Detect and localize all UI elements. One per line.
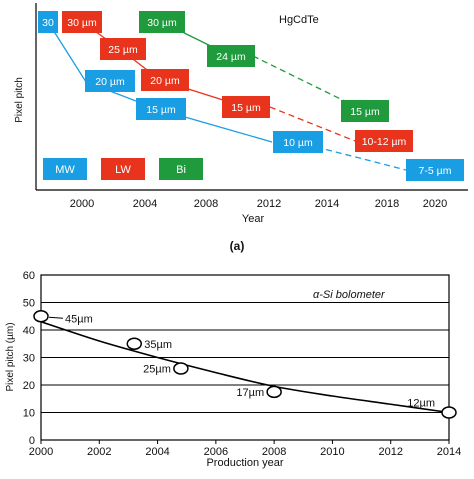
- chart-b-gridlines: [41, 302, 449, 413]
- y-tick-label: 50: [23, 298, 35, 310]
- chart-a-x-tick: 2004: [133, 198, 157, 210]
- y-tick-label: 40: [23, 325, 35, 337]
- mw-box-label: 20 µm: [95, 76, 125, 88]
- mw-box-7-5: 7-5 µm: [406, 159, 464, 181]
- series-line-lw-projection: [269, 106, 356, 142]
- mw-box-10: 10 µm: [273, 131, 323, 153]
- point-label: 45µm: [65, 313, 93, 325]
- data-point: [173, 362, 189, 375]
- bi-box-label: 24 µm: [216, 51, 246, 63]
- series-line-lw: [81, 21, 246, 108]
- y-tick-label: 0: [29, 435, 35, 447]
- mw-box-15: 15 µm: [136, 98, 186, 120]
- legend-label: MW: [55, 164, 75, 176]
- data-point: [33, 310, 49, 323]
- lw-box-30: 30 µm: [62, 11, 102, 33]
- lw-box-label: 30 µm: [67, 17, 97, 29]
- chart-a-x-tick: 2018: [375, 198, 399, 210]
- lw-box-15: 15 µm: [222, 96, 270, 118]
- chart-b-trend-line: [40, 320, 450, 414]
- y-tick-label: 20: [23, 380, 35, 392]
- lw-box-label: 10-12 µm: [362, 136, 407, 148]
- lw-box-25: 25 µm: [100, 38, 146, 60]
- y-tick-label: 10: [23, 408, 35, 420]
- x-tick-label: 2012: [378, 446, 402, 458]
- point-label: 35µm: [144, 339, 172, 351]
- chart-b-x-ticks: 2000 2002 2004 2006 2008 2010 2012 2014: [29, 440, 461, 458]
- chart-a-x-tick: 2012: [257, 198, 281, 210]
- point-label: 12µm: [407, 398, 435, 410]
- y-tick-label: 60: [23, 270, 35, 282]
- x-tick-label: 2004: [145, 446, 169, 458]
- data-point: [441, 406, 457, 419]
- x-tick-label: 2010: [320, 446, 344, 458]
- legend-item-mw: MW: [43, 158, 87, 180]
- point-leader-line: [48, 316, 64, 319]
- y-tick-label: 30: [23, 353, 35, 365]
- chart-a-caption: (a): [230, 239, 245, 253]
- bi-box-label: 15 µm: [350, 106, 380, 118]
- legend-item-bi: Bi: [159, 158, 203, 180]
- lw-box-20: 20 µm: [141, 69, 189, 91]
- series-line-mw: [47, 21, 273, 143]
- lw-box-label: 15 µm: [231, 102, 261, 114]
- lw-box-label: 25 µm: [108, 44, 138, 56]
- chart-a-legend: MW LW Bi: [43, 158, 203, 180]
- chart-a-x-label: Year: [242, 213, 265, 225]
- bi-box-label: 30 µm: [147, 17, 177, 29]
- x-tick-label: 2008: [262, 446, 286, 458]
- chart-a-x-tick: 2000: [70, 198, 94, 210]
- chart-a-x-tick: 2020: [423, 198, 447, 210]
- data-point: [126, 337, 143, 350]
- chart-b-y-ticks: 0 10 20 30 40 50 60: [23, 270, 35, 447]
- point-label: 17µm: [236, 387, 264, 399]
- chart-a-title: HgCdTe: [279, 14, 319, 26]
- chart-a-x-tick: 2008: [194, 198, 218, 210]
- chart-a-x-tick: 2014: [315, 198, 339, 210]
- bi-box-24: 24 µm: [207, 45, 255, 67]
- point-label: 25µm: [143, 364, 171, 376]
- mw-box-label: 30: [42, 17, 54, 29]
- chart-a-y-label: Pixel pitch: [14, 77, 25, 123]
- legend-label: LW: [115, 164, 131, 176]
- x-tick-label: 2014: [437, 446, 461, 458]
- x-tick-label: 2006: [204, 446, 228, 458]
- lw-box-10-12: 10-12 µm: [355, 130, 413, 152]
- lw-box-label: 20 µm: [150, 75, 180, 87]
- mw-box-label: 7-5 µm: [419, 165, 452, 177]
- data-point: [266, 385, 282, 399]
- series-line-mw-projection: [296, 141, 407, 171]
- mw-box-30: 30: [38, 11, 58, 33]
- mw-box-20: 20 µm: [85, 70, 135, 92]
- x-tick-label: 2002: [87, 446, 111, 458]
- x-tick-label: 2000: [29, 446, 53, 458]
- bi-box-30: 30 µm: [139, 11, 185, 33]
- mw-box-label: 10 µm: [283, 137, 313, 149]
- chart-b-title: α-Si bolometer: [313, 289, 386, 301]
- legend-item-lw: LW: [101, 158, 145, 180]
- chart-b-y-label: Pixel pitch (µm): [5, 322, 16, 391]
- chart-b-x-label: Production year: [206, 457, 283, 469]
- chart-a: HgCdTe Pixel pitch Year 2000 2004 2008 2…: [14, 3, 468, 253]
- bi-box-15: 15 µm: [341, 100, 389, 122]
- legend-label: Bi: [176, 164, 186, 176]
- mw-box-label: 15 µm: [146, 104, 176, 116]
- chart-b-points: 45µm 35µm 25µm 17µm 12µm: [33, 310, 457, 419]
